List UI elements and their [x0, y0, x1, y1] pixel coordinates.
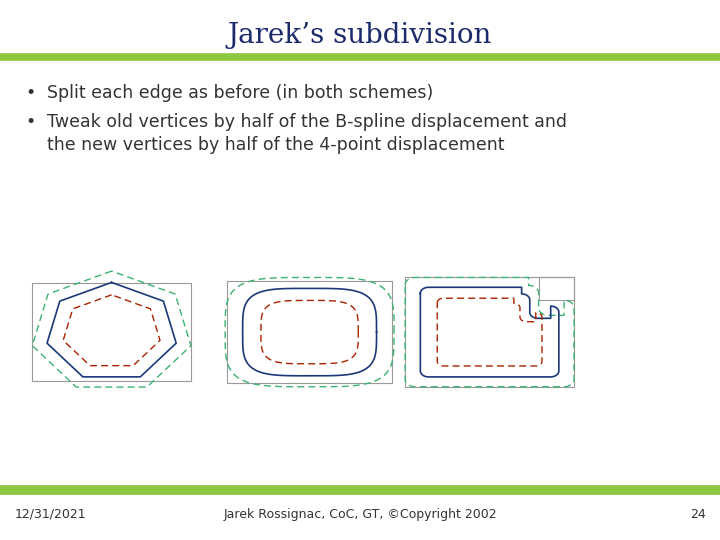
Text: •: • — [25, 113, 35, 131]
Bar — [539, 278, 574, 300]
Text: Jarek’s subdivision: Jarek’s subdivision — [228, 22, 492, 49]
Text: Jarek Rossignac, CoC, GT, ©Copyright 2002: Jarek Rossignac, CoC, GT, ©Copyright 200… — [223, 508, 497, 521]
Text: the new vertices by half of the 4-point displacement: the new vertices by half of the 4-point … — [47, 136, 504, 154]
Text: 24: 24 — [690, 508, 706, 521]
Text: Split each edge as before (in both schemes): Split each edge as before (in both schem… — [47, 84, 433, 102]
Text: Tweak old vertices by half of the B-spline displacement and: Tweak old vertices by half of the B-spli… — [47, 113, 567, 131]
Text: •: • — [25, 84, 35, 102]
Bar — [32, 284, 192, 381]
Bar — [405, 278, 574, 387]
Bar — [227, 281, 392, 383]
Text: 12/31/2021: 12/31/2021 — [14, 508, 86, 521]
